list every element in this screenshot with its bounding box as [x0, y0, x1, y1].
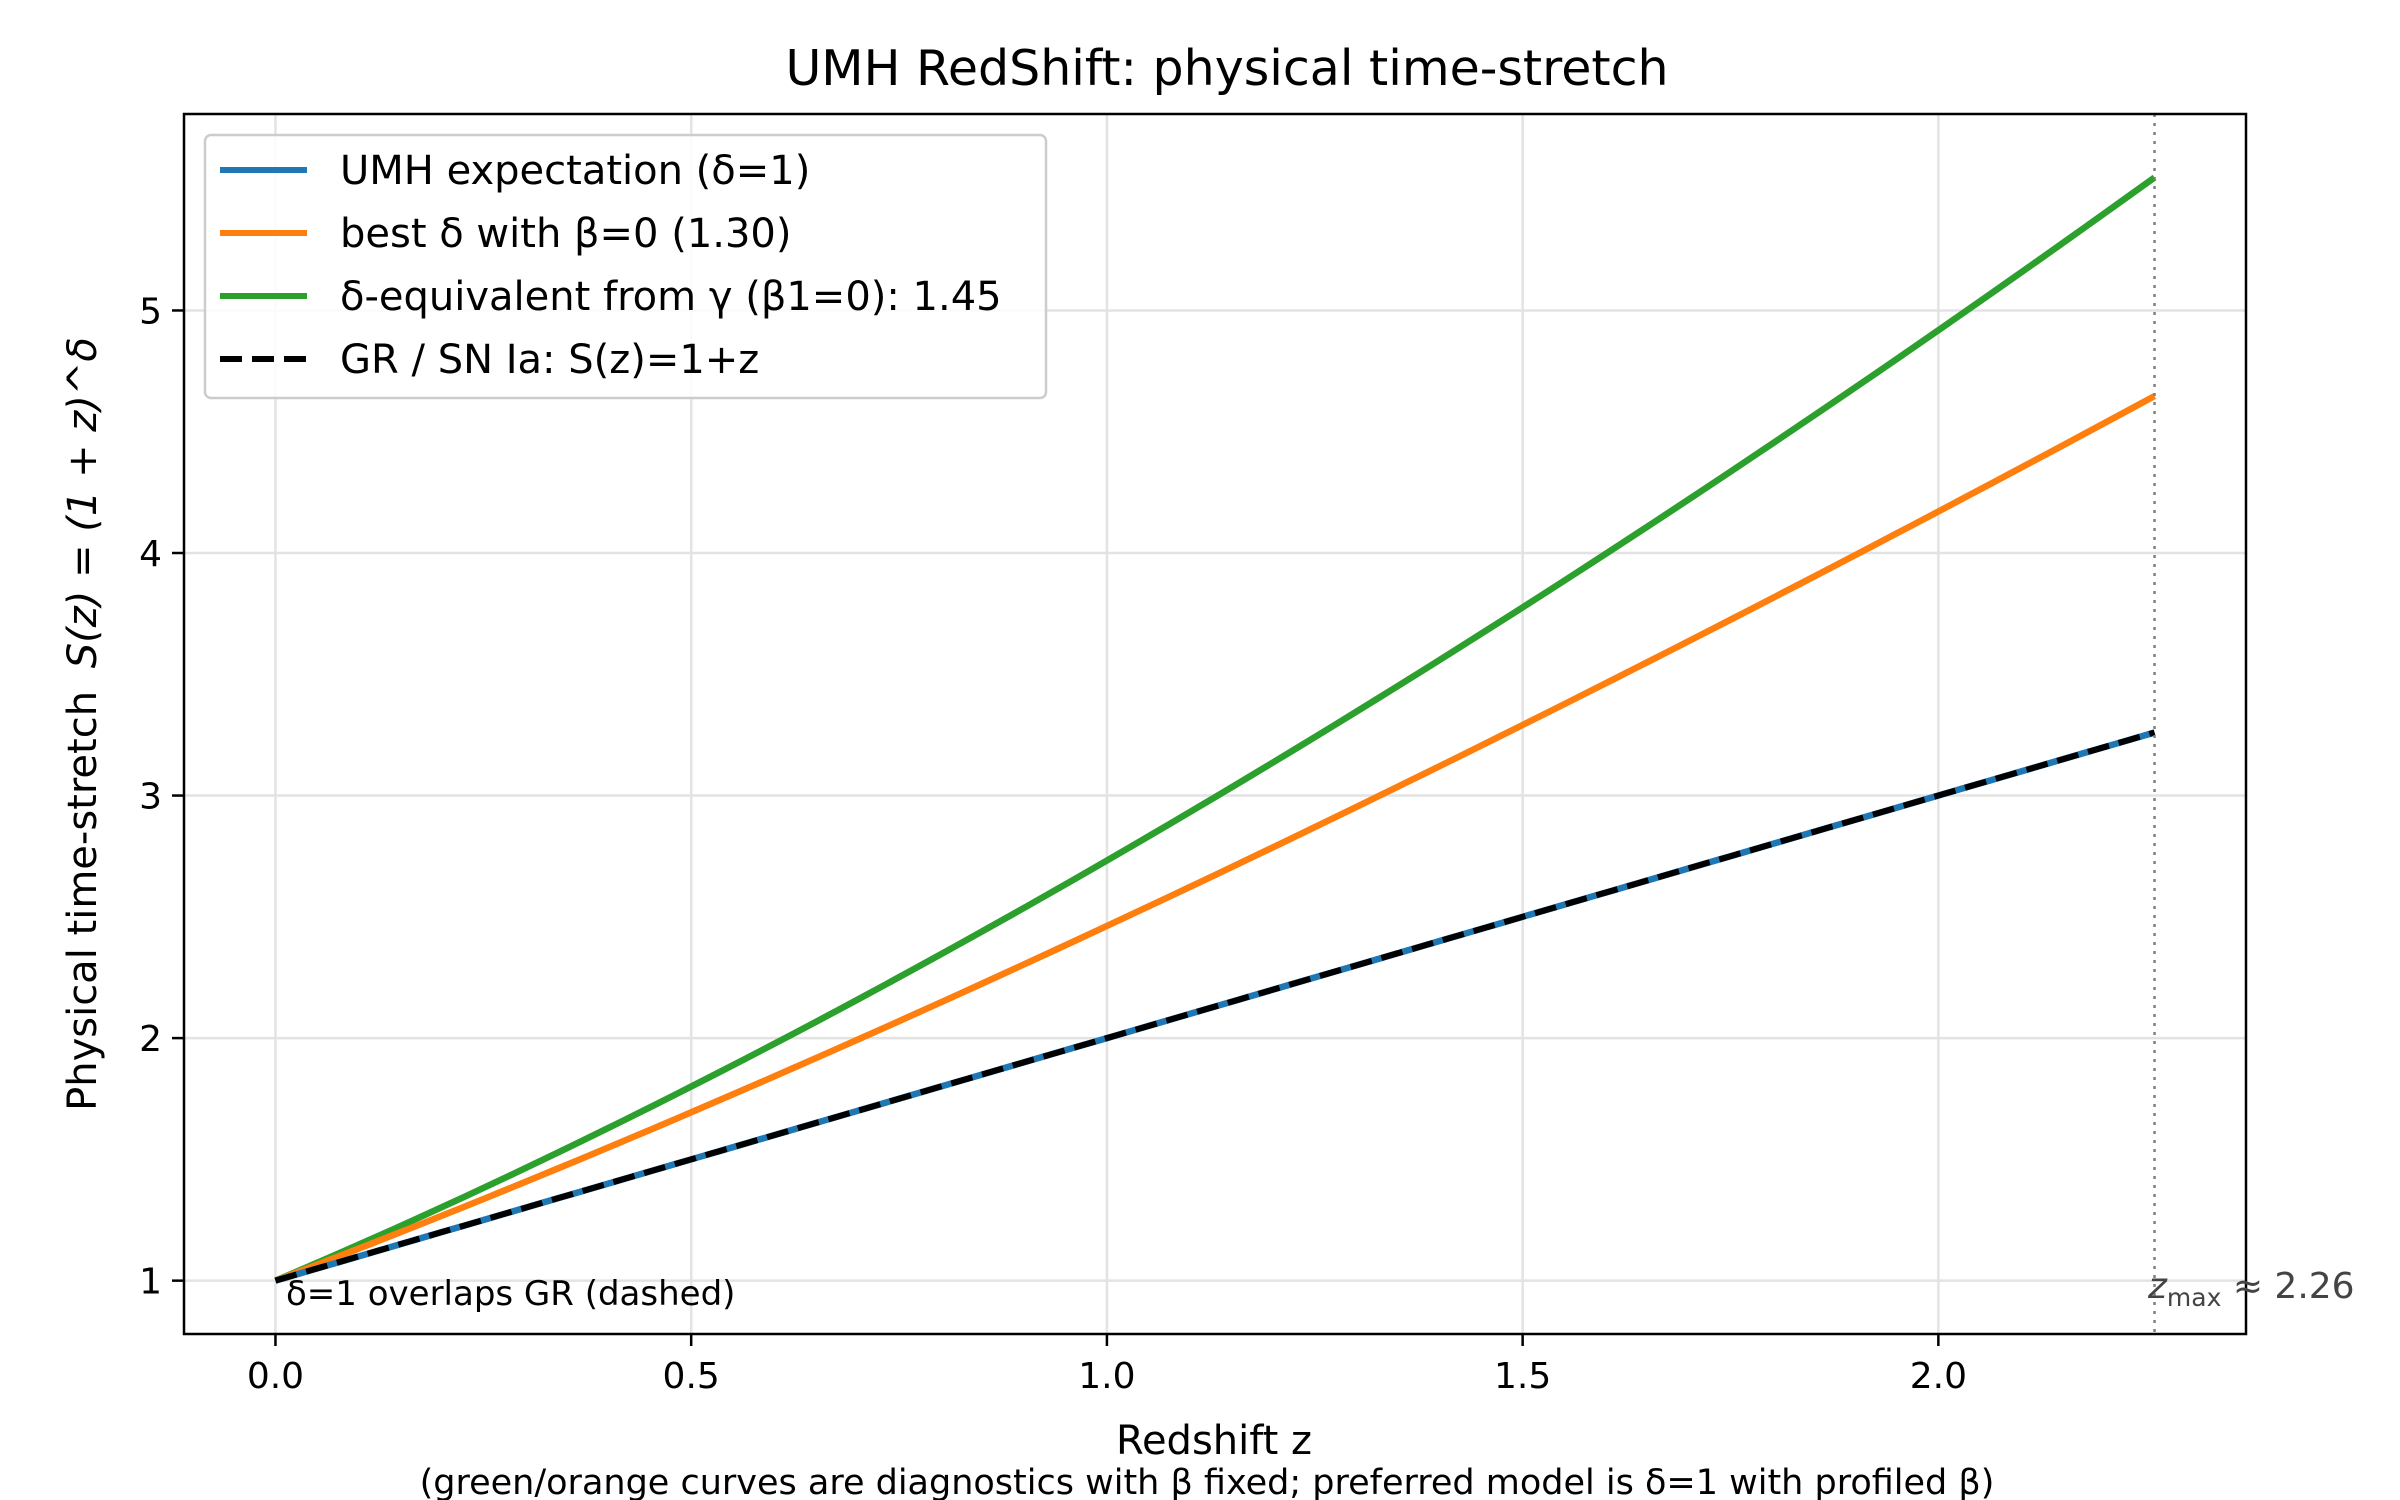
- legend-frame: [203, 133, 1048, 400]
- series-line-2: [274, 393, 2157, 1284]
- x-tick-label: 1.5: [1494, 1356, 1551, 1397]
- x-tick-label: 0.5: [663, 1356, 720, 1397]
- legend-label-3: δ-equivalent from γ (β1=0): 1.45: [340, 274, 1002, 320]
- legend-label-1: UMH expectation (δ=1): [340, 148, 810, 194]
- legend-label-2: best δ with β=0 (1.30): [340, 211, 791, 257]
- y-axis-label: Physical time-stretch S(z) = (1 + z)^δ: [60, 337, 106, 1111]
- zmax-symbol: z: [2147, 1266, 2168, 1307]
- x-axis-label: Redshift z: [1116, 1418, 1312, 1464]
- x-tick-label: 0.0: [247, 1356, 304, 1397]
- zmax-subscript: max: [2167, 1283, 2221, 1312]
- axis-ticks: 0.0 0.5 1.0 1.5 2.0 1 2 3 4 5: [139, 291, 1967, 1397]
- overlap-annotation: δ=1 overlaps GR (dashed): [286, 1274, 735, 1314]
- legend-label-4: GR / SN Ia: S(z)=1+z: [340, 337, 759, 383]
- series-line-3: [274, 174, 2157, 1284]
- y-tick-label: 1: [139, 1262, 162, 1303]
- y-axis-label-text: Physical time-stretch: [60, 691, 106, 1111]
- legend-items: UMH expectation (δ=1) best δ with β=0 (1.…: [220, 148, 1002, 383]
- y-axis-label-math: S(z) = (1 + z)^δ: [60, 337, 106, 668]
- y-tick-label: 3: [139, 777, 162, 818]
- zmax-value: ≈ 2.26: [2221, 1266, 2354, 1307]
- x-tick-label: 1.0: [1078, 1356, 1135, 1397]
- y-tick-label: 4: [139, 534, 162, 575]
- zmax-annotation: zmax ≈ 2.26: [2147, 1266, 2355, 1312]
- series-line-4: [274, 729, 2156, 1284]
- grid: [184, 114, 2246, 1334]
- svg-text:Physical time-stretch S(: Physical time-stretch S(z) = (1 + z)^δ: [60, 337, 106, 1111]
- y-tick-label: 2: [139, 1019, 162, 1060]
- y-tick-label: 5: [139, 291, 162, 332]
- plot-frame: [182, 112, 2248, 1336]
- x-tick-label: 2.0: [1910, 1356, 1967, 1397]
- footnote: (green/orange curves are diagnostics wit…: [420, 1463, 1995, 1500]
- chart-title: UMH RedShift: physical time-stretch: [785, 40, 1668, 97]
- plot-series: [274, 174, 2157, 1284]
- legend: UMH expectation (δ=1) best δ with β=0 (1.…: [203, 133, 1048, 400]
